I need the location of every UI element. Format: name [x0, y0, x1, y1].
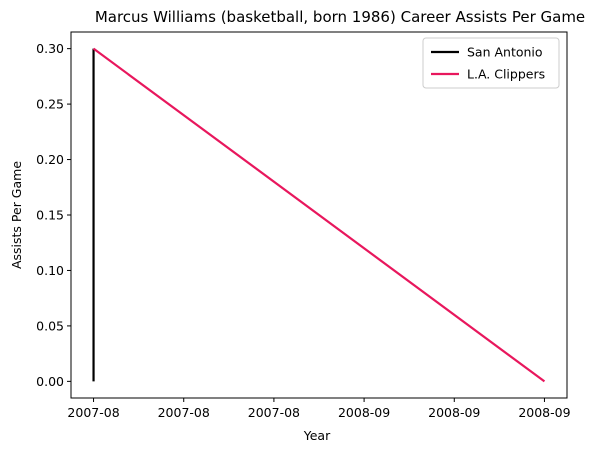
legend: San Antonio L.A. Clippers [422, 37, 560, 89]
y-tick-label: 0.00 [36, 374, 64, 389]
x-tick-label: 2007-08 [158, 405, 210, 420]
x-tick-label: 2008-09 [428, 405, 480, 420]
series-line-2 [92, 47, 546, 383]
x-tick-label: 2007-08 [248, 405, 300, 420]
x-tick-label: 2008-09 [338, 405, 390, 420]
x-axis-label: Year [303, 428, 331, 443]
legend-entry: San Antonio [467, 45, 543, 60]
plot-area: 0.00 0.05 0.10 0.15 0.20 0.25 0.30 2007-08 2007-… [36, 31, 571, 420]
y-tick-label: 0.25 [36, 97, 64, 112]
y-tick-label: 0.05 [36, 318, 64, 333]
x-tick-label: 2008-09 [518, 405, 570, 420]
y-axis-label: Assists Per Game [9, 161, 24, 269]
y-tick-label: 0.10 [36, 263, 64, 278]
y-tick-label: 0.20 [36, 152, 64, 167]
y-tick-label: 0.15 [36, 208, 64, 223]
y-tick-label: 0.30 [36, 41, 64, 56]
x-tick-label: 2007-08 [67, 405, 119, 420]
legend-entry: L.A. Clippers [467, 67, 545, 82]
chart-title: Marcus Williams (basketball, born 1986) … [95, 8, 585, 26]
legend-box [422, 37, 560, 89]
